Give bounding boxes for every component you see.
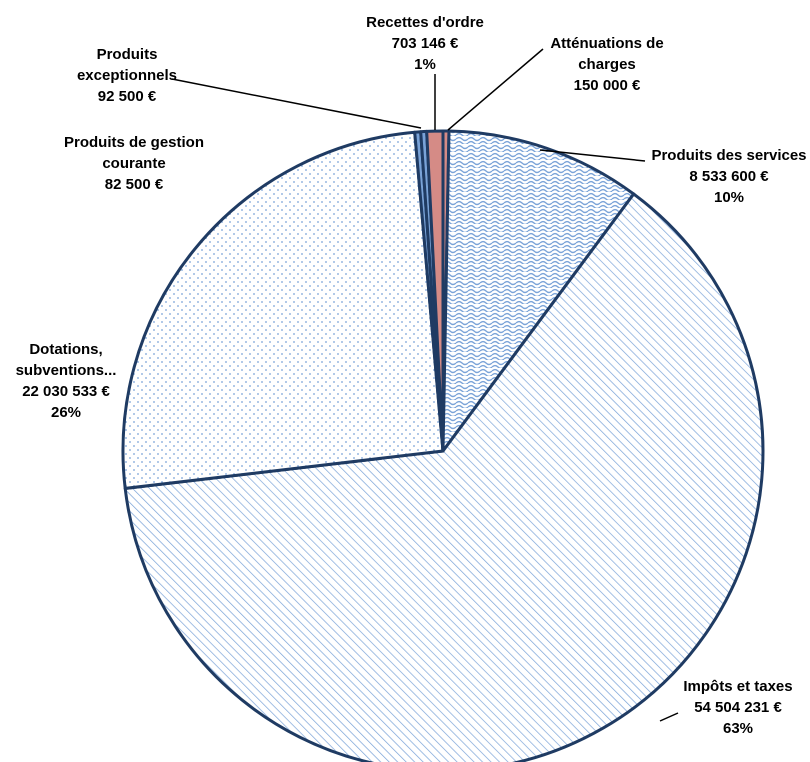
data-label-recettes-d-ordre-line-1: Recettes d'ordre <box>366 14 484 31</box>
data-label-produits-de-gestion-courante-line-3: 82 500 € <box>105 176 164 193</box>
data-label-produits-exceptionnels-line-1: Produits <box>97 46 158 63</box>
pie-slices <box>121 129 765 762</box>
data-label-produits-exceptionnels-line-2: exceptionnels <box>77 67 177 84</box>
pie-slice-dotations-subventions <box>121 130 445 490</box>
data-label-impots-et-taxes-line-3: 63% <box>723 720 753 737</box>
data-labels: Atténuations de charges 150 000 € Produits … <box>16 14 807 737</box>
pie-slice-impots-et-taxes <box>123 192 765 762</box>
data-label-dotations-subventions-line-1: Dotations, <box>29 341 102 358</box>
data-label-attenuations-de-charges-line-2: charges <box>578 56 636 73</box>
data-label-produits-des-services-line-2: 8 533 600 € <box>689 168 769 185</box>
pie-slice-produits-des-services <box>441 129 636 453</box>
data-label-attenuations-de-charges-line-3: 150 000 € <box>574 77 641 94</box>
leader-lines <box>171 48 679 722</box>
data-label-recettes-d-ordre-line-3: 1% <box>414 56 436 73</box>
data-label-dotations-subventions-line-3: 22 030 533 € <box>22 383 110 400</box>
data-label-produits-exceptionnels-line-3: 92 500 € <box>98 88 157 105</box>
data-label-impots-et-taxes-line-2: 54 504 231 € <box>694 699 782 716</box>
leader-line-produits-des-services <box>539 149 646 162</box>
leader-line-impots-et-taxes <box>659 712 679 722</box>
data-label-impots-et-taxes-line-1: Impôts et taxes <box>683 678 792 695</box>
leader-line-attenuations-de-charges <box>447 48 544 131</box>
data-label-produits-des-services-line-1: Produits des services <box>651 147 806 164</box>
data-label-dotations-subventions-line-2: subventions... <box>16 362 117 379</box>
data-label-attenuations-de-charges-line-1: Atténuations de <box>550 35 663 52</box>
data-label-produits-de-gestion-courante-line-1: Produits de gestion <box>64 134 204 151</box>
data-label-recettes-d-ordre-line-2: 703 146 € <box>392 35 459 52</box>
data-label-produits-des-services-line-3: 10% <box>714 189 744 206</box>
data-label-produits-de-gestion-courante-line-2: courante <box>102 155 165 172</box>
pie-slice-recettes-d-ordre <box>425 129 445 453</box>
leader-line-produits-exceptionnels <box>171 78 422 129</box>
data-label-dotations-subventions-line-4: 26% <box>51 404 81 421</box>
